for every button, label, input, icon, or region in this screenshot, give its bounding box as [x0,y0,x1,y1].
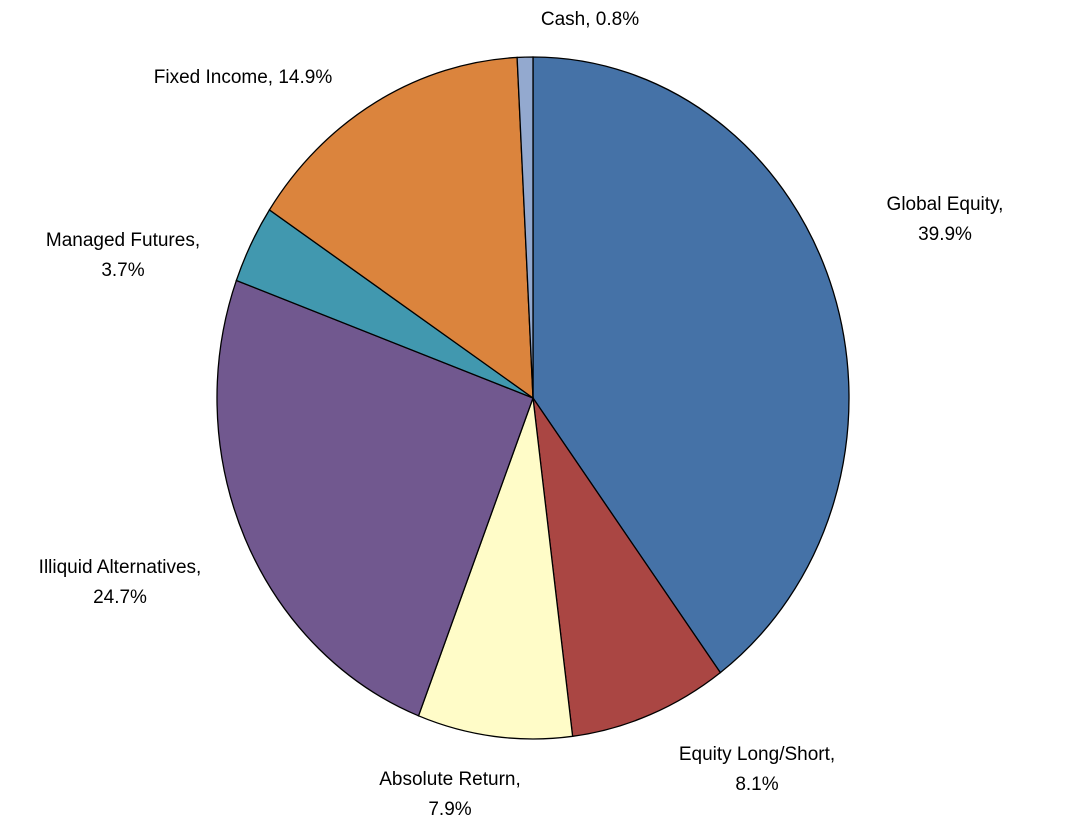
data-label: Fixed Income, 14.9% [153,67,333,88]
pie-slice [532,397,722,738]
data-label: Absolute Return, 7.9% [379,769,521,820]
pie-slice [268,56,534,400]
pie-slice [216,279,534,717]
pie-slice [516,56,534,399]
pie-slice [532,56,850,674]
data-label: Managed Futures, 3.7% [45,230,201,281]
data-label: Cash, 0.8% [540,9,640,30]
data-label: Illiquid Alternatives, 24.7% [38,557,202,608]
data-label: Equity Long/Short, 8.1% [678,744,836,795]
data-label: Global Equity, 39.9% [886,194,1004,245]
pie-slice [417,397,574,740]
